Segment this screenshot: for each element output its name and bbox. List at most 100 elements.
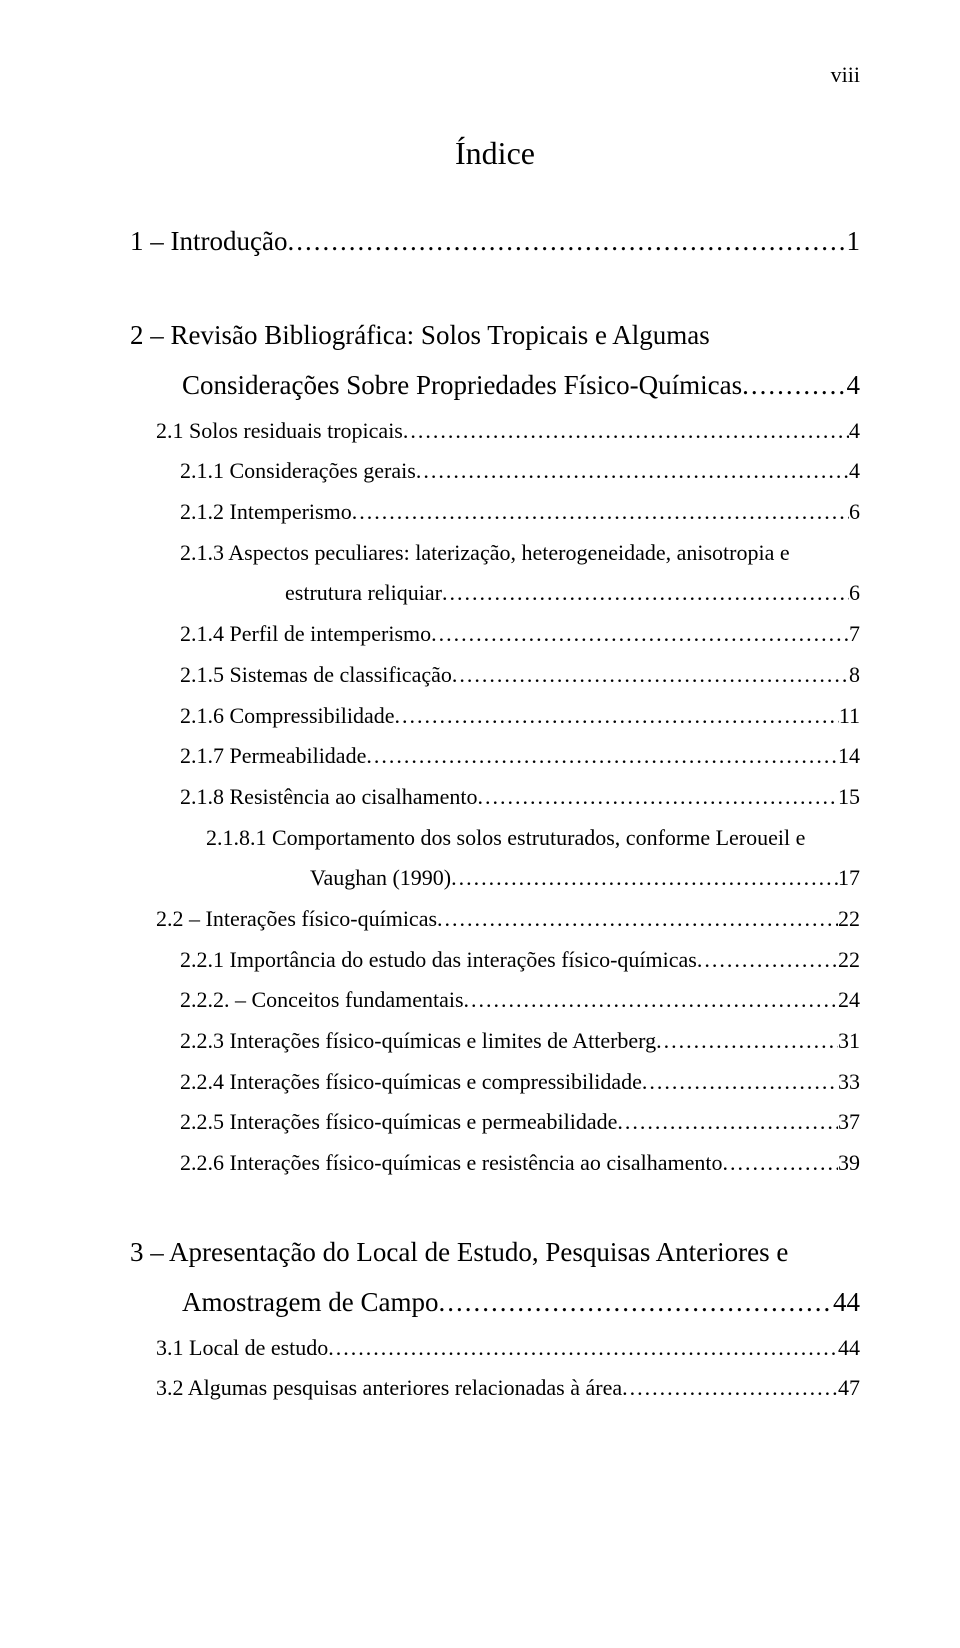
toc-leader [437, 899, 838, 940]
toc-leader [478, 777, 838, 818]
toc-label: 2.2.4 Interações físico-químicas e compr… [180, 1062, 642, 1103]
toc-leader [452, 655, 849, 696]
toc-page: 6 [849, 573, 860, 614]
toc-leader [464, 980, 838, 1021]
toc-leader [431, 614, 849, 655]
toc-leader [287, 217, 846, 267]
toc-label: 3.2 Algumas pesquisas anteriores relacio… [156, 1368, 622, 1409]
toc-page: 22 [838, 940, 860, 981]
toc-page: 22 [838, 899, 860, 940]
toc-label: 2.2.2. – Conceitos fundamentais [180, 980, 464, 1021]
toc-entry: 2.1.4 Perfil de intemperismo 7 [130, 614, 860, 655]
toc-page: 37 [838, 1102, 860, 1143]
toc-page: 47 [838, 1368, 860, 1409]
toc-page: 11 [839, 696, 860, 737]
toc-leader [742, 361, 846, 411]
toc-page: 4 [849, 411, 860, 452]
toc-entry: 2 – Revisão Bibliográfica: Solos Tropica… [130, 311, 860, 361]
toc-page: 1 [847, 217, 861, 267]
toc-label: 2.1.4 Perfil de intemperismo [180, 614, 431, 655]
table-of-contents: 1 – Introdução 1 2 – Revisão Bibliográfica… [130, 217, 860, 1409]
toc-label: Amostragem de Campo [182, 1278, 438, 1328]
toc-label: 2.2.1 Importância do estudo das interaçõ… [180, 940, 697, 981]
toc-entry: 2.1 Solos residuais tropicais 4 [130, 411, 860, 452]
toc-label: 2.1.8 Resistência ao cisalhamento [180, 777, 478, 818]
toc-leader [366, 736, 838, 777]
toc-label: 2.1 Solos residuais tropicais [156, 411, 403, 452]
toc-entry: 3.2 Algumas pesquisas anteriores relacio… [130, 1368, 860, 1409]
toc-label: 2.1.6 Compressibilidade [180, 696, 394, 737]
toc-label: 2.1.3 Aspectos peculiares: laterização, … [180, 533, 790, 574]
toc-leader [442, 573, 849, 614]
toc-entry: 2.2.2. – Conceitos fundamentais 24 [130, 980, 860, 1021]
toc-page: 33 [838, 1062, 860, 1103]
toc-entry: 2.1.8.1 Comportamento dos solos estrutur… [130, 818, 860, 859]
toc-label: 2.1.8.1 Comportamento dos solos estrutur… [206, 818, 805, 859]
toc-page: 44 [838, 1328, 860, 1369]
toc-label: Considerações Sobre Propriedades Físico-… [182, 361, 742, 411]
toc-entry: 2.1.8 Resistência ao cisalhamento 15 [130, 777, 860, 818]
toc-page: 4 [849, 451, 860, 492]
toc-entry: 3.1 Local de estudo 44 [130, 1328, 860, 1369]
toc-entry: 2.2 – Interações físico-químicas 22 [130, 899, 860, 940]
toc-label: Vaughan (1990) [310, 858, 451, 899]
toc-entry: Considerações Sobre Propriedades Físico-… [130, 361, 860, 411]
toc-entry: 2.2.6 Interações físico-químicas e resis… [130, 1143, 860, 1184]
toc-label: 2.1.2 Intemperismo [180, 492, 352, 533]
toc-label: 1 – Introdução [130, 217, 287, 267]
toc-entry: 3 – Apresentação do Local de Estudo, Pes… [130, 1228, 860, 1278]
toc-label: 3 – Apresentação do Local de Estudo, Pes… [130, 1228, 788, 1278]
toc-leader [328, 1328, 838, 1369]
toc-page: 31 [838, 1021, 860, 1062]
toc-label: 2.1.1 Considerações gerais [180, 451, 416, 492]
toc-entry: 2.1.7 Permeabilidade 14 [130, 736, 860, 777]
toc-page: 44 [833, 1278, 860, 1328]
toc-entry: 2.2.5 Interações físico-químicas e perme… [130, 1102, 860, 1143]
toc-entry: 2.1.2 Intemperismo 6 [130, 492, 860, 533]
page-number: viii [130, 55, 860, 96]
toc-label: 3.1 Local de estudo [156, 1328, 328, 1369]
toc-leader [352, 492, 849, 533]
toc-label: 2.2 – Interações físico-químicas [156, 899, 437, 940]
toc-gap [130, 1184, 860, 1206]
toc-leader [722, 1143, 838, 1184]
toc-entry: estrutura reliquiar 6 [130, 573, 860, 614]
toc-label: 2.1.5 Sistemas de classificação [180, 655, 452, 696]
toc-label: 2 – Revisão Bibliográfica: Solos Tropica… [130, 311, 710, 361]
toc-title: Índice [130, 124, 860, 183]
toc-leader [622, 1368, 838, 1409]
toc-page: 15 [838, 777, 860, 818]
toc-entry: 2.1.3 Aspectos peculiares: laterização, … [130, 533, 860, 574]
toc-gap [130, 267, 860, 289]
toc-leader [697, 940, 838, 981]
toc-entry: 2.1.1 Considerações gerais 4 [130, 451, 860, 492]
toc-leader [403, 411, 849, 452]
toc-entry: Vaughan (1990) 17 [130, 858, 860, 899]
toc-page: 7 [849, 614, 860, 655]
toc-leader [394, 696, 838, 737]
toc-label: 2.2.6 Interações físico-químicas e resis… [180, 1143, 722, 1184]
toc-label: 2.2.3 Interações físico-químicas e limit… [180, 1021, 656, 1062]
toc-label: estrutura reliquiar [285, 573, 442, 614]
toc-entry: 2.1.6 Compressibilidade 11 [130, 696, 860, 737]
toc-page: 24 [838, 980, 860, 1021]
toc-leader [642, 1062, 838, 1103]
toc-entry: Amostragem de Campo 44 [130, 1278, 860, 1328]
toc-leader [656, 1021, 838, 1062]
toc-entry: 2.1.5 Sistemas de classificação 8 [130, 655, 860, 696]
toc-page: 39 [838, 1143, 860, 1184]
toc-leader [416, 451, 849, 492]
toc-page: 8 [849, 655, 860, 696]
toc-entry: 2.2.3 Interações físico-químicas e limit… [130, 1021, 860, 1062]
toc-leader [617, 1102, 838, 1143]
toc-page: 14 [838, 736, 860, 777]
toc-page: 17 [838, 858, 860, 899]
toc-label: 2.1.7 Permeabilidade [180, 736, 366, 777]
toc-page: 4 [847, 361, 861, 411]
toc-leader [438, 1278, 833, 1328]
toc-entry: 2.2.1 Importância do estudo das interaçõ… [130, 940, 860, 981]
toc-page: 6 [849, 492, 860, 533]
toc-label: 2.2.5 Interações físico-químicas e perme… [180, 1102, 617, 1143]
toc-entry: 1 – Introdução 1 [130, 217, 860, 267]
toc-entry: 2.2.4 Interações físico-químicas e compr… [130, 1062, 860, 1103]
